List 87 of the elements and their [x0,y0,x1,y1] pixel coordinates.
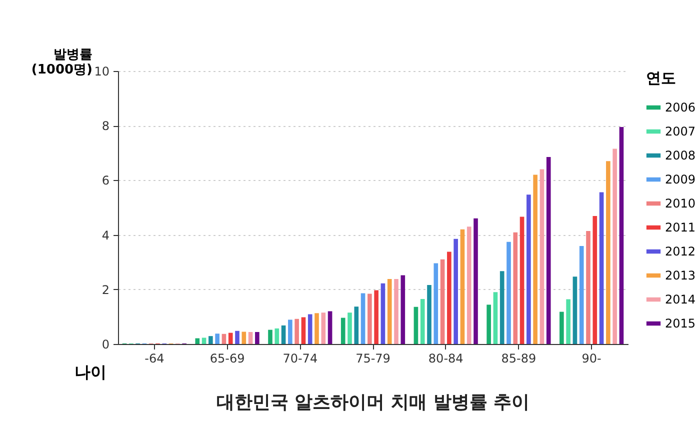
bar [354,306,359,344]
bar [208,336,213,344]
bar [242,332,246,344]
bar [474,218,478,344]
bar [572,276,578,344]
legend-label: 2012 [665,244,696,258]
bar [599,192,604,344]
y-tick-label: 6 [102,174,110,188]
bar [586,230,590,344]
text: 대한민국 알츠하이머 치매 발병률 추이 [216,392,530,413]
x-axis-title: 나이 [74,362,106,382]
bar [427,285,432,344]
bar [321,312,326,344]
bar [400,275,406,344]
legend-label: 2006 [665,100,696,114]
bar [340,318,346,344]
legend-label: 2014 [665,292,696,306]
bar [533,174,538,344]
bar [454,238,458,344]
bar [314,313,319,344]
bar [420,298,425,344]
bar [560,312,564,344]
bar [606,161,610,344]
bar [493,292,498,344]
bar [394,279,398,344]
bar [288,320,292,344]
bar [520,216,524,344]
bar [328,311,332,344]
bar [513,232,518,344]
x-tick-label: -64 [144,352,164,366]
bar [215,334,220,344]
bar [387,279,392,344]
legend-label: 2007 [665,124,696,138]
y-axis-title: 발병률 (1000명) [31,48,92,78]
bar [440,259,445,344]
bar [348,312,352,344]
bar [500,271,504,344]
bar [414,306,418,344]
bar [526,194,531,344]
y-tick-label: 8 [102,119,110,134]
y-tick-label: 0 [102,338,110,352]
bar [579,246,584,344]
bar [274,328,280,344]
bar [222,334,226,344]
y-tick-label: 10 [94,64,110,78]
legend-label: 2013 [665,268,696,282]
x-tick-label: 70-74 [282,352,318,366]
bar [546,156,551,344]
bar [434,263,438,344]
bar [486,304,491,344]
bar [380,283,386,344]
legend-label: 2008 [665,148,696,162]
bar [360,293,366,344]
bar [294,318,299,344]
bar [268,330,272,344]
bar [612,148,617,344]
bar [301,317,306,344]
bar [195,338,200,344]
bar [255,332,260,344]
bar [235,330,240,344]
x-tick-label: 80-84 [428,352,464,366]
bar [248,332,253,344]
legend-label: 2010 [665,196,696,210]
bar [619,126,624,344]
x-tick-label: 65-69 [210,352,245,366]
bar [466,226,472,344]
bar [540,169,544,344]
y-tick-label: 4 [102,228,110,242]
legend-label: 2015 [665,316,696,330]
bar [281,325,286,344]
bar [506,242,511,344]
bar [592,216,598,344]
bar [374,290,378,344]
legend-label: 2009 [665,172,696,186]
y-tick-label: 2 [102,282,110,297]
x-tick-label: 85-89 [501,352,536,366]
bar [228,332,233,344]
bar [308,314,312,344]
bar [447,252,452,344]
bar [202,338,206,344]
bar [368,294,372,344]
x-tick-label: 90- [582,352,602,366]
bar [566,299,570,344]
legend-label: 2011 [665,220,696,234]
legend-title: 연도 [646,69,676,87]
x-tick-label: 75-79 [356,352,390,366]
bar [460,229,465,344]
